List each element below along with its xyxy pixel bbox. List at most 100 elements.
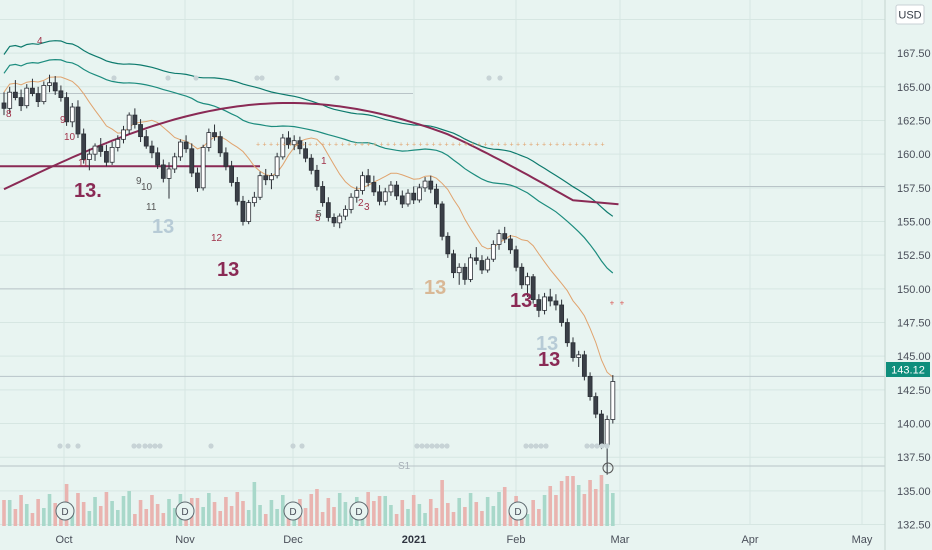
- signal-dot: [131, 443, 137, 449]
- ma-slow-line: [3, 40, 614, 217]
- moving-average-lines: [3, 40, 619, 378]
- volume-bar: [87, 511, 92, 526]
- volume-bar: [110, 501, 114, 526]
- volume-bar: [201, 507, 205, 526]
- volume-bar: [389, 505, 393, 526]
- level-marker: +: [568, 141, 572, 148]
- volume-bar: [332, 507, 336, 526]
- volume-bar: [207, 493, 211, 526]
- setup-count-13-label: 13: [424, 277, 446, 299]
- candle-body: [138, 124, 143, 138]
- signal-dot: [419, 443, 425, 449]
- volume-bar: [320, 512, 325, 526]
- candlestick-series: [1, 74, 616, 475]
- level-marker: +: [327, 141, 331, 148]
- signal-dot: [589, 443, 595, 449]
- currency-badge[interactable]: USD: [895, 4, 925, 25]
- volume-bar: [172, 508, 177, 526]
- candle-body: [30, 87, 35, 94]
- month-label: Mar: [611, 534, 630, 546]
- level-marker: +: [548, 141, 552, 148]
- volume-bar: [428, 499, 433, 526]
- dividend-marker-circle: [175, 501, 195, 521]
- volume-bar: [485, 497, 490, 526]
- sequence-count-label: 4: [37, 36, 43, 47]
- volume-bar: [457, 498, 461, 526]
- candle-body: [479, 260, 485, 271]
- month-label: Oct: [55, 534, 72, 546]
- dividend-marker-label: D: [355, 507, 362, 518]
- candle-body: [593, 396, 599, 415]
- candle-body: [462, 266, 468, 280]
- volume-bar: [548, 486, 553, 526]
- candle-body: [149, 145, 155, 154]
- month-label: May: [852, 534, 873, 546]
- candle-body: [263, 175, 269, 181]
- signal-dot: [497, 75, 503, 81]
- signal-dot: [533, 443, 539, 449]
- candle-body: [542, 296, 547, 311]
- volume-bar: [525, 514, 530, 526]
- volume-bar: [491, 506, 496, 526]
- candle-body: [519, 266, 525, 286]
- volume-bar: [47, 494, 52, 526]
- ma-long-line: [3, 102, 619, 206]
- time-axis[interactable]: Oct Nov Dec 2021 Feb Mar Apr May: [55, 534, 872, 546]
- level-marker: +: [340, 141, 344, 148]
- price-tick-label: 145.00: [897, 351, 931, 363]
- candle-body: [121, 129, 126, 140]
- sequence-count-label: S1: [398, 461, 411, 472]
- level-marker: +: [509, 141, 513, 148]
- signal-dot: [157, 443, 163, 449]
- volume-bar: [315, 489, 319, 526]
- level-marker: +: [314, 141, 318, 148]
- candle-body: [303, 148, 308, 159]
- candle-body: [331, 217, 337, 224]
- volume-bar: [468, 493, 473, 526]
- level-marker: +: [477, 141, 481, 148]
- signal-dot: [75, 443, 81, 449]
- candle-body: [291, 140, 297, 146]
- candle-body: [166, 168, 172, 179]
- signal-ring: [602, 462, 614, 474]
- candle-body: [1, 102, 7, 109]
- volume-bar: [42, 508, 46, 526]
- volume-bar: [104, 492, 109, 526]
- candle-body: [513, 249, 519, 268]
- candle-body: [604, 419, 610, 446]
- volume-bar: [434, 508, 439, 526]
- candle-body: [399, 195, 405, 205]
- level-marker: +: [555, 141, 559, 148]
- level-marker: +: [399, 141, 403, 148]
- candle-body: [559, 304, 565, 323]
- candle-body: [411, 192, 417, 201]
- price-tick-label: 155.00: [897, 216, 931, 228]
- volume-bar: [497, 492, 501, 526]
- level-marker: +: [483, 141, 487, 148]
- candle-body: [47, 82, 52, 86]
- signal-dot: [424, 443, 430, 449]
- candle-body: [92, 145, 98, 155]
- level-marker: +: [392, 141, 396, 148]
- level-marker: +: [379, 141, 383, 148]
- sequence-count-label: 2: [358, 198, 364, 209]
- candle-body: [325, 202, 331, 218]
- signal-dot: [142, 443, 148, 449]
- candle-body: [320, 186, 326, 204]
- candle-body: [434, 188, 439, 205]
- candle-body: [610, 381, 616, 420]
- candle-body: [177, 141, 183, 158]
- candle-body: [7, 91, 13, 109]
- signal-dot: [299, 443, 305, 449]
- price-tick-label: 162.50: [897, 115, 931, 127]
- volume-bar: [588, 480, 592, 526]
- candle-body: [35, 93, 41, 103]
- signal-dot: [584, 443, 590, 449]
- candle-body: [388, 184, 394, 193]
- volume-bar: [161, 513, 166, 526]
- volume-bar: [463, 507, 467, 526]
- candle-body: [445, 235, 451, 255]
- price-tick-label: 147.50: [897, 318, 931, 330]
- price-axis[interactable]: 132.50 135.00 137.50 140.00 142.50 145.00 147.…: [897, 48, 931, 531]
